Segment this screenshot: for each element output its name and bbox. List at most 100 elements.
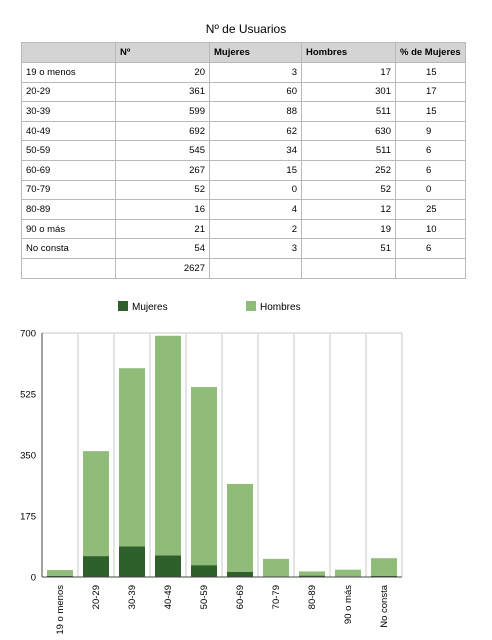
y-tick-label: 0 [31, 573, 36, 584]
women-cell: 60 [209, 81, 302, 103]
bar-hombres [191, 387, 217, 566]
x-tick-label: 60-69 [235, 585, 246, 609]
chart-legend: Mujeres Hombres [118, 301, 301, 313]
legend-label: Mujeres [132, 302, 168, 313]
bar-mujeres [299, 575, 325, 577]
bar-hombres [335, 569, 361, 577]
men-cell: 52 [301, 179, 396, 201]
table-row: 30-39 599 88 511 15 [21, 101, 466, 122]
bar-hombres [227, 483, 253, 572]
table-row: 19 o menos 20 3 17 15 [21, 62, 466, 83]
x-tick-label: 30-39 [127, 585, 138, 609]
table-total-row: 2627 [21, 257, 466, 279]
age-group-cell: 50-59 [21, 140, 116, 161]
bar-mujeres [47, 575, 73, 577]
age-group-cell: 40-49 [21, 120, 116, 142]
x-tick-label: 19 o menos [55, 585, 66, 635]
women-cell: 0 [209, 179, 302, 201]
y-tick-label: 175 [20, 512, 36, 523]
total-cell: 545 [115, 140, 210, 161]
total-cell: 692 [115, 120, 210, 142]
bar-mujeres [371, 575, 397, 577]
table-row: 90 o más 21 2 19 10 [21, 218, 466, 240]
total-cell: 21 [115, 218, 210, 240]
x-axis: 19 o menos 20-29 30-39 40-49 50-59 60-69 70-79… [55, 584, 390, 634]
women-cell: 88 [209, 101, 302, 122]
y-tick-label: 350 [20, 451, 36, 462]
age-group-cell: 30-39 [21, 101, 116, 122]
page-title: Nº de Usuarios [205, 22, 287, 36]
header-cell-women: Mujeres [209, 42, 302, 63]
y-tick-label: 525 [20, 390, 36, 401]
total-row-blank [21, 257, 116, 279]
women-percent-cell: 6 [395, 140, 466, 161]
women-cell: 34 [209, 140, 302, 161]
header-cell-total: Nº [115, 42, 210, 63]
x-tick-label: 70-79 [271, 585, 282, 609]
table-row: 40-49 692 62 630 9 [21, 120, 466, 142]
women-cell: 4 [209, 199, 302, 220]
bar-mujeres [83, 556, 109, 577]
bar-hombres [263, 558, 289, 577]
table-row: 70-79 52 0 52 0 [21, 179, 466, 201]
age-group-cell: No consta [21, 238, 116, 259]
x-tick-label: 50-59 [199, 585, 210, 609]
total-cell: 16 [115, 199, 210, 220]
men-cell: 630 [301, 120, 396, 142]
age-group-cell: 80-89 [21, 199, 116, 220]
age-group-cell: 20-29 [21, 81, 116, 103]
users-table: Nº Mujeres Hombres % de Mujeres 19 o men… [21, 42, 466, 279]
total-row-blank [301, 257, 396, 279]
men-cell: 12 [301, 199, 396, 220]
age-group-cell: 90 o más [21, 218, 116, 240]
women-percent-cell: 25 [395, 199, 466, 220]
women-cell: 3 [209, 238, 302, 259]
table-row: No consta 54 3 51 6 [21, 238, 466, 259]
table-row: 60-69 267 15 252 6 [21, 159, 466, 181]
x-tick-label: 20-29 [91, 585, 102, 609]
stacked-bar-chart: Mujeres Hombres 0 175 350 525 700 19 o menos 2… [20, 301, 403, 635]
header-cell-women-percent: % de Mujeres [395, 42, 466, 63]
women-percent-cell: 15 [395, 101, 466, 122]
bar-hombres [119, 368, 145, 547]
table-row: 80-89 16 4 12 25 [21, 199, 466, 220]
total-cell: 52 [115, 179, 210, 201]
women-cell: 2 [209, 218, 302, 240]
total-cell: 267 [115, 159, 210, 181]
table-row: 50-59 545 34 511 6 [21, 140, 466, 161]
bar-mujeres [155, 555, 181, 577]
men-cell: 511 [301, 101, 396, 122]
bar-mujeres [119, 546, 145, 577]
women-percent-cell: 15 [395, 62, 466, 83]
bar-hombres [371, 558, 397, 576]
women-percent-cell: 10 [395, 218, 466, 240]
age-group-cell: 70-79 [21, 179, 116, 201]
total-cell: 361 [115, 81, 210, 103]
men-cell: 511 [301, 140, 396, 161]
age-group-cell: 60-69 [21, 159, 116, 181]
bar-hombres [83, 451, 109, 557]
header-cell-men: Hombres [301, 42, 396, 63]
legend-swatch [118, 301, 128, 311]
y-axis: 0 175 350 525 700 [20, 329, 36, 584]
total-cell: 54 [115, 238, 210, 259]
chart-axes [41, 333, 402, 578]
women-percent-cell: 6 [395, 238, 466, 259]
legend-swatch [246, 301, 256, 311]
grand-total-cell: 2627 [115, 257, 210, 279]
bar-hombres [299, 571, 325, 576]
x-tick-label: No consta [379, 584, 390, 627]
women-percent-cell: 9 [395, 120, 466, 142]
bar-hombres [47, 570, 73, 576]
x-tick-label: 40-49 [163, 585, 174, 609]
women-cell: 62 [209, 120, 302, 142]
header-cell-blank [21, 42, 116, 63]
men-cell: 17 [301, 62, 396, 83]
chart-grid [42, 332, 403, 577]
total-cell: 599 [115, 101, 210, 122]
women-percent-cell: 6 [395, 159, 466, 181]
women-cell: 3 [209, 62, 302, 83]
total-row-blank [209, 257, 302, 279]
table-header-row: Nº Mujeres Hombres % de Mujeres [21, 42, 466, 63]
legend-label: Hombres [260, 302, 301, 313]
